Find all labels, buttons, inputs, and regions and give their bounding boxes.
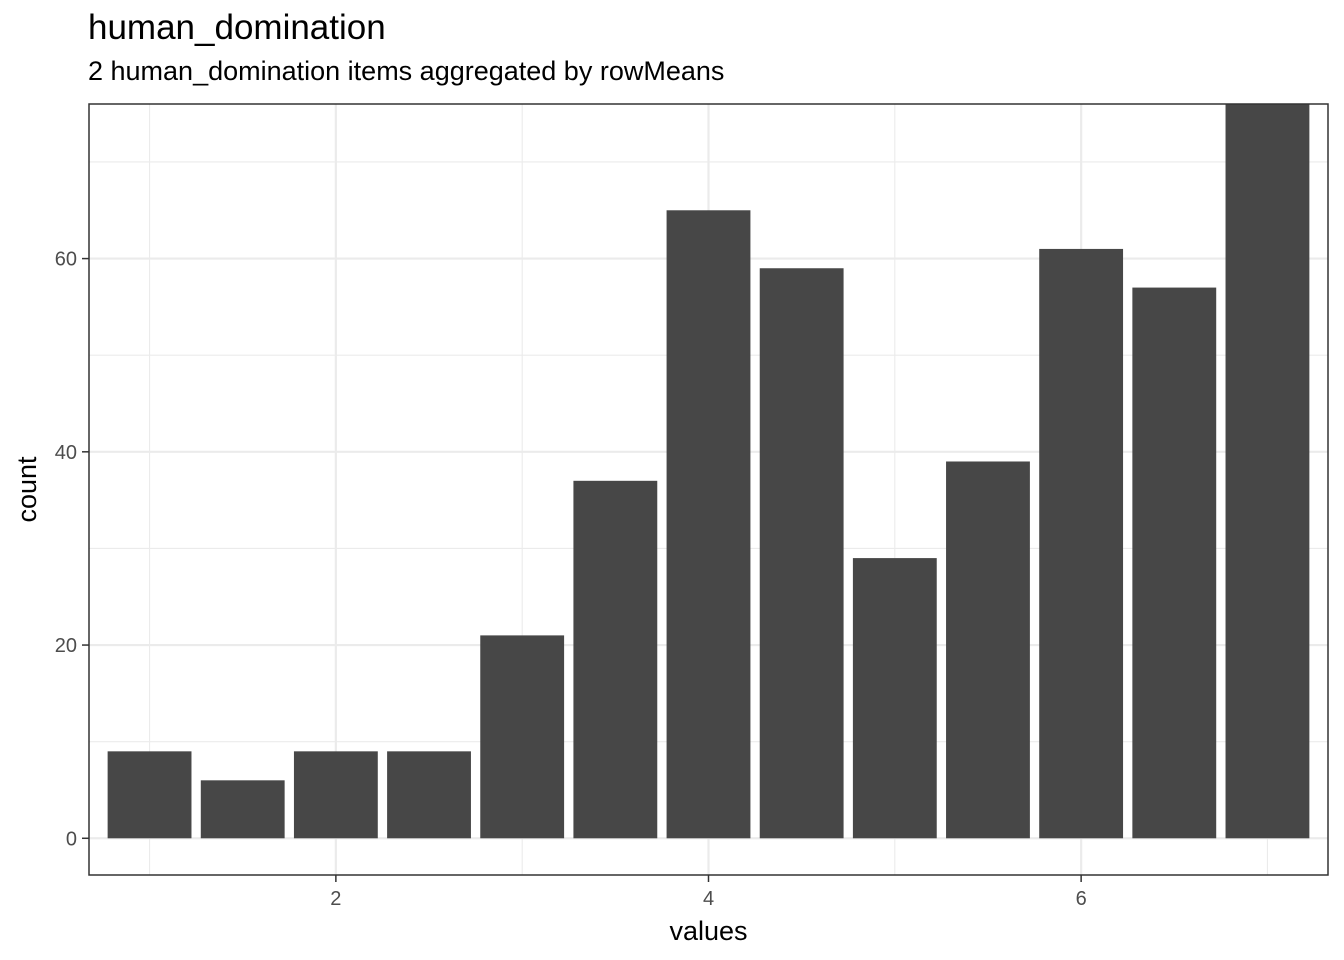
bar: [573, 480, 658, 839]
bar: [1132, 287, 1217, 839]
y-axis-title: count: [12, 456, 42, 523]
bar: [200, 780, 285, 839]
bar: [1039, 248, 1124, 839]
x-tick-label: 4: [703, 888, 714, 910]
x-tick-label: 2: [330, 888, 341, 910]
bar: [1225, 104, 1310, 839]
bar: [480, 635, 565, 839]
bar: [852, 558, 937, 839]
bar: [387, 751, 471, 839]
y-tick-label: 20: [55, 635, 77, 657]
bar: [946, 461, 1030, 839]
y-tick-label: 40: [55, 442, 77, 464]
bars: [107, 104, 1310, 839]
x-tick-label: 6: [1076, 888, 1087, 910]
x-axis-title: values: [669, 916, 747, 946]
y-tick-label: 60: [55, 249, 77, 271]
chart-title: human_domination: [88, 8, 386, 47]
bar: [759, 268, 844, 839]
bar: [293, 751, 378, 839]
y-tick-label: 0: [66, 828, 77, 850]
chart-subtitle: 2 human_domination items aggregated by r…: [88, 56, 725, 86]
bar: [666, 210, 751, 839]
bar: [107, 751, 192, 839]
